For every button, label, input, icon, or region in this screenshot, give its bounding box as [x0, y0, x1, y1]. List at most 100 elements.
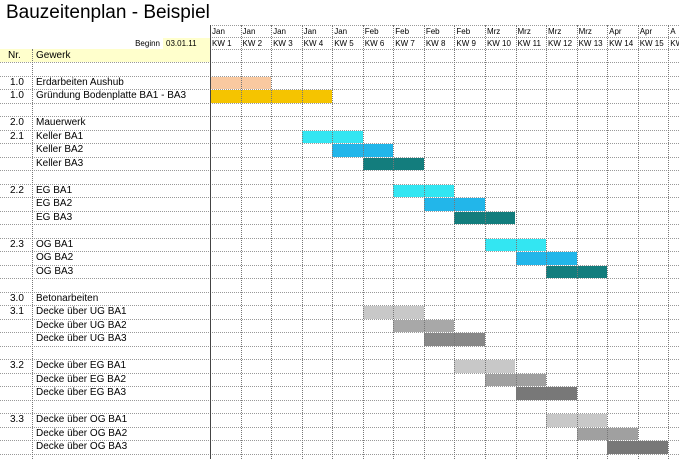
- row-task: Keller BA1: [36, 130, 84, 142]
- col-line: [301, 25, 303, 459]
- row-line: [0, 372, 679, 374]
- col-line: [668, 25, 670, 459]
- row-line: [0, 440, 679, 441]
- row-line: [0, 251, 679, 252]
- week: KW 3: [273, 39, 293, 48]
- row-line: [0, 197, 679, 198]
- row-line: [0, 237, 679, 239]
- week: KW 5: [334, 39, 354, 48]
- month: A: [670, 27, 676, 36]
- row-nr: 2.3: [10, 238, 24, 250]
- col-line: [423, 25, 425, 459]
- start-date: 03.01.11: [166, 39, 197, 48]
- row-task: Decke über EG BA2: [36, 373, 127, 385]
- week: KW 8: [425, 39, 446, 48]
- week: KW 12: [548, 39, 573, 48]
- row-task: Keller BA3: [36, 157, 84, 169]
- col-line: [362, 25, 364, 459]
- row-line: [0, 102, 679, 104]
- col-line: [484, 25, 486, 459]
- month: Feb: [364, 27, 379, 36]
- month: Jan: [212, 27, 225, 36]
- col-line: [332, 25, 334, 459]
- row-line: [0, 426, 679, 428]
- row-line: [0, 291, 679, 293]
- col-line: [393, 25, 395, 459]
- row-line: [0, 224, 679, 225]
- col-line: [515, 25, 517, 459]
- row-nr: 3.2: [10, 360, 24, 371]
- col-line: [637, 25, 639, 459]
- gantt-bar: [484, 373, 547, 386]
- week: KW 10: [486, 39, 511, 48]
- month: Mrz: [517, 27, 531, 36]
- row-line: [210, 49, 679, 50]
- week: KW 7: [395, 39, 415, 48]
- start-cell: [163, 38, 210, 49]
- col-line: [454, 25, 456, 459]
- row-line: [210, 37, 679, 38]
- month: Apr: [639, 27, 653, 36]
- week: KW 14: [609, 39, 634, 48]
- row-line: [0, 453, 679, 455]
- month: Mrz: [548, 27, 562, 36]
- col-line: [240, 25, 242, 459]
- row-line: [0, 413, 679, 414]
- week: KW 15: [639, 39, 664, 48]
- row-nr: 1.0: [10, 90, 24, 101]
- row-nr: 3.1: [10, 306, 24, 317]
- gantt-bar: [484, 238, 547, 251]
- row-task: EG BA2: [36, 198, 73, 209]
- row-line: [0, 359, 679, 360]
- row-task: Decke über OG BA1: [36, 414, 128, 425]
- row-task: Decke über OG BA3: [36, 441, 128, 452]
- row-line: [0, 170, 679, 171]
- row-task: Betonarbeiten: [36, 292, 99, 304]
- row-task: Decke über EG BA3: [36, 387, 127, 398]
- row-line: [0, 210, 679, 212]
- row-nr: 2.1: [10, 130, 24, 142]
- row-nr: 3.3: [10, 414, 24, 425]
- row-line: [0, 156, 679, 158]
- header-band: [0, 49, 210, 62]
- row-task: EG BA1: [36, 184, 73, 196]
- sheet-title: Bauzeitenplan - Beispiel: [6, 2, 210, 23]
- row-task: EG BA3: [36, 211, 73, 223]
- row-line: [0, 278, 679, 279]
- row-nr: 1.0: [10, 76, 24, 88]
- row-nr: 2.0: [10, 117, 24, 128]
- week: KW 2: [242, 39, 263, 48]
- month: Feb: [425, 27, 440, 36]
- month: Feb: [456, 27, 471, 36]
- col-nr: Nr.: [8, 50, 21, 61]
- month: Jan: [334, 27, 348, 36]
- month: Jan: [242, 27, 256, 36]
- row-line: [0, 75, 679, 77]
- row-nr: 3.0: [10, 292, 24, 304]
- month: Feb: [395, 27, 410, 36]
- row-line: [0, 399, 679, 401]
- row-task: Erdarbeiten Aushub: [36, 76, 124, 88]
- row-line: [0, 264, 679, 266]
- row-task: Mauerwerk: [36, 117, 86, 128]
- col-line: [546, 25, 548, 459]
- row-line: [0, 62, 679, 63]
- row-task: OG BA2: [36, 252, 74, 263]
- row-line: [0, 183, 679, 185]
- row-nr: 2.2: [10, 184, 24, 196]
- row-line: [0, 129, 679, 131]
- col-line: [576, 25, 578, 459]
- row-line: [0, 305, 679, 306]
- month: Mrz: [486, 27, 501, 36]
- row-line: [0, 318, 679, 320]
- month: Apr: [609, 27, 622, 36]
- week: KW 11: [517, 39, 541, 48]
- week: KW 4: [303, 39, 324, 48]
- row-task: Decke über UG BA2: [36, 319, 127, 331]
- row-line: [0, 345, 679, 347]
- row-task: Decke über UG BA1: [36, 306, 127, 317]
- month: Jan: [273, 27, 286, 36]
- row-line: [0, 386, 679, 387]
- col-line: [271, 25, 273, 459]
